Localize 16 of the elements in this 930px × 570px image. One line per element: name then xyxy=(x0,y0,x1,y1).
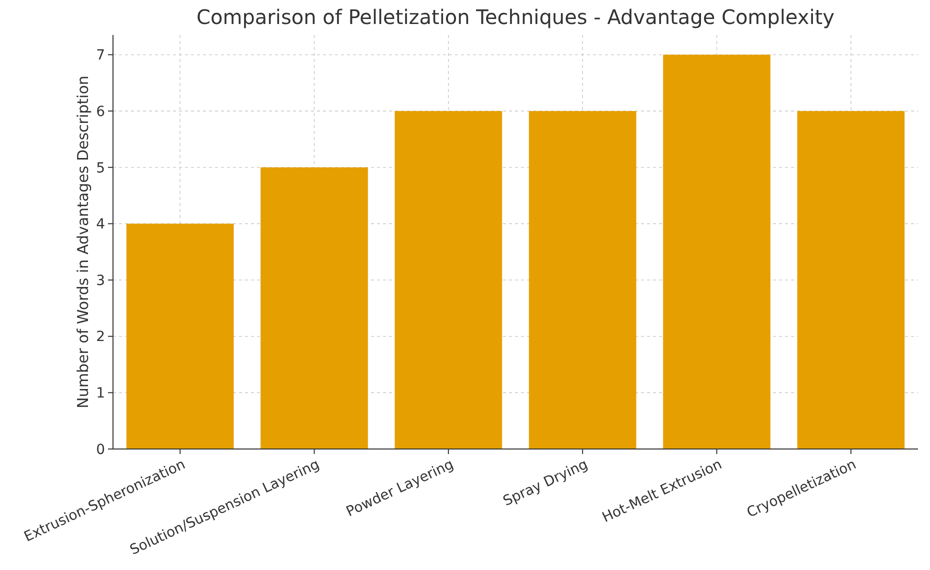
chart-title: Comparison of Pelletization Techniques - Advantage Complexity xyxy=(196,5,835,29)
bar xyxy=(797,111,905,449)
bar xyxy=(394,111,502,449)
y-tick-label: 1 xyxy=(96,386,105,402)
bar xyxy=(528,111,636,449)
bar xyxy=(663,54,770,449)
y-tick-label: 2 xyxy=(96,329,105,346)
y-tick-label: 0 xyxy=(96,442,105,458)
y-axis-title: Number of Words in Advantages Description xyxy=(74,76,92,408)
y-tick-label: 5 xyxy=(96,160,105,176)
y-tick-label: 7 xyxy=(96,48,105,64)
y-tick-label: 6 xyxy=(96,104,106,120)
y-tick-label: 3 xyxy=(96,272,105,289)
bar xyxy=(260,167,368,449)
bar xyxy=(126,224,234,449)
y-tick-label: 4 xyxy=(96,216,106,233)
